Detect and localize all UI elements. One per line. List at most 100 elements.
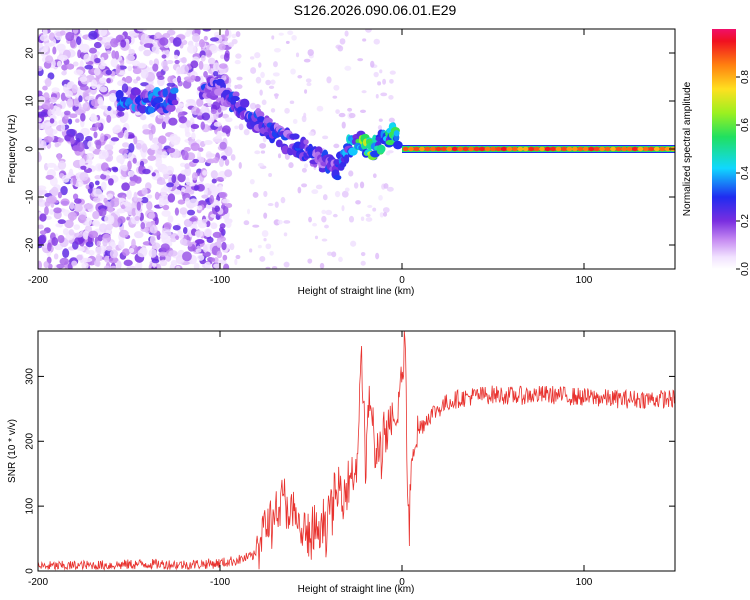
spectrogram-noise-cell: [99, 86, 108, 93]
spectrogram-noise-cell: [106, 114, 112, 123]
spectrogram-noise-cell: [134, 263, 142, 269]
spectrogram-noise-cell: [273, 48, 281, 53]
spectrogram-noise-cell: [155, 263, 162, 269]
spectrogram-noise-cell: [39, 213, 47, 222]
spectrogram-noise-cell: [235, 254, 241, 260]
spectrogram-noise-cell: [353, 182, 359, 189]
spectrogram-noise-cell: [385, 151, 391, 156]
spectrogram-noise-cell: [73, 203, 83, 213]
x-tick-label: 100: [576, 577, 593, 588]
spectrogram-noise-cell: [149, 235, 156, 245]
spectrogram-noise-cell: [178, 116, 188, 124]
spectrogram-noise-cell: [312, 222, 318, 227]
spectrogram-noise-cell: [338, 112, 346, 118]
spectrogram-noise-cell: [389, 70, 396, 75]
spectrogram-noise-cell: [60, 198, 70, 207]
spectrogram-noise-cell: [158, 251, 168, 257]
spectrogram-noise-cell: [98, 155, 105, 160]
spectrogram-noise-cell: [257, 162, 264, 168]
spectrogram-noise-cell: [57, 234, 65, 244]
spectrogram-noise-cell: [103, 197, 108, 204]
spectrogram-noise-cell: [193, 185, 199, 191]
spectrogram-noise-cell: [202, 29, 212, 32]
spectrogram-noise-cell: [184, 131, 191, 138]
carrier-band-cell: [473, 146, 480, 152]
spectrogram-noise-cell: [201, 194, 209, 199]
spectrogram-noise-cell: [79, 158, 86, 166]
spectrogram-noise-cell: [136, 29, 147, 32]
spectrogram-noise-cell: [297, 74, 303, 79]
spectrogram-noise-cell: [278, 32, 284, 36]
spectrogram-noise-cell: [379, 69, 383, 74]
spectrogram-noise-cell: [379, 212, 384, 218]
spectrogram-ridge-cell: [393, 130, 400, 137]
carrier-band-cell: [402, 146, 409, 152]
y-tick-label: 0: [25, 568, 36, 574]
spectrogram-noise-cell: [70, 137, 75, 145]
spectrogram-noise-cell: [182, 251, 192, 262]
spectrogram-noise-cell: [267, 203, 274, 207]
spectrogram-noise-cell: [96, 240, 101, 247]
spectrogram-noise-cell: [258, 62, 262, 68]
spectrogram-noise-cell: [263, 237, 267, 242]
colorbar-tick-label: 0.0: [740, 262, 750, 276]
spectrogram-noise-cell: [63, 110, 71, 116]
spectrogram-noise-cell: [166, 82, 176, 87]
spectrogram-noise-cell: [61, 64, 68, 71]
carrier-band-cell: [506, 146, 513, 152]
spectrogram-noise-cell: [62, 228, 69, 236]
spectrogram-noise-cell: [274, 201, 279, 208]
carrier-band-cell: [593, 146, 600, 152]
spectrogram-noise-cell: [198, 60, 204, 70]
spectrogram-noise-cell: [216, 250, 223, 259]
spectrogram-noise-cell: [304, 89, 308, 94]
carrier-band-cell: [588, 146, 595, 152]
spectrogram-noise-cell: [98, 29, 108, 37]
spectrogram-noise-cell: [140, 69, 149, 79]
spectrogram-noise-cell: [209, 194, 215, 204]
spectrogram-noise-cell: [61, 70, 67, 76]
spectrogram-noise-cell: [280, 196, 286, 204]
carrier-band-cell: [599, 146, 606, 152]
spectrogram-noise-cell: [332, 213, 338, 218]
spectrogram-noise-cell: [113, 197, 120, 202]
spectrogram-noise-cell: [359, 181, 365, 189]
spectrogram-noise-cell: [106, 78, 111, 84]
spectrogram-noise-cell: [127, 134, 135, 139]
spectrogram-noise-cell: [112, 125, 122, 134]
spectrogram-ridge-cell: [147, 106, 155, 114]
colorbar-tick-label: 0.8: [740, 70, 750, 84]
spectrogram-noise-cell: [84, 95, 95, 101]
spectrogram-noise-cell: [147, 155, 157, 162]
spectrogram-ridge-cell: [393, 140, 403, 150]
spectrogram-noise-cell: [92, 197, 101, 203]
spectrogram-noise-cell: [55, 107, 62, 117]
spectrogram-noise-cell: [131, 60, 141, 67]
x-tick-label: 0: [399, 275, 405, 286]
carrier-band-cell: [615, 146, 622, 152]
spectrogram-noise-cell: [221, 198, 230, 204]
spectrogram-noise-cell: [338, 256, 343, 262]
spectrogram-noise-cell: [265, 243, 272, 250]
spectrogram-noise-cell: [47, 263, 53, 269]
spectrogram-noise-cell: [292, 118, 298, 125]
spectrogram-noise-cell: [388, 95, 394, 100]
spectrogram-noise-cell: [377, 125, 383, 131]
spectrogram-noise-cell: [109, 265, 117, 269]
colorbar-ticks: 0.0 0.2 0.4 0.6 0.8: [736, 70, 750, 276]
spectrogram-noise-cell: [200, 121, 206, 130]
colorbar-gradient: [712, 29, 736, 269]
spectrogram-noise-cell: [55, 223, 64, 228]
spectrogram-noise-cell: [158, 197, 164, 208]
spectrogram-noise-cell: [206, 236, 214, 243]
carrier-band-cell: [419, 146, 426, 152]
spectrogram-noise-cell: [144, 182, 152, 190]
spectrogram-ridge-cell: [134, 88, 141, 96]
spectrogram-noise-cell: [214, 205, 221, 212]
spectrogram-noise-cell: [57, 160, 67, 170]
spectrogram-noise-cell: [174, 207, 180, 216]
spectrogram-noise-cell: [174, 54, 179, 60]
spectrogram-noise-cell: [105, 223, 114, 231]
spectrogram-noise-cell: [48, 32, 55, 41]
spectrogram-noise-cell: [305, 78, 312, 83]
